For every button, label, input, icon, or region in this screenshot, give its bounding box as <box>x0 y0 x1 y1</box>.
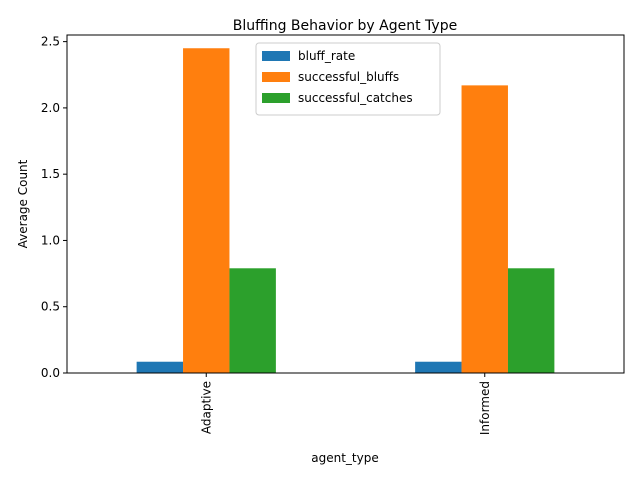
legend-swatch-successful_catches <box>262 93 290 103</box>
bar-bluff_rate-informed <box>415 361 462 373</box>
legend-swatch-successful_bluffs <box>262 72 290 82</box>
bars-layer <box>136 48 555 374</box>
legend-label-successful_catches: successful_catches <box>298 91 413 105</box>
chart-title: Bluffing Behavior by Agent Type <box>233 18 457 34</box>
y-tick-label: 0.5 <box>41 300 60 314</box>
plot-frame <box>66 34 625 374</box>
y-tick-label: 0.0 <box>41 366 60 380</box>
bar-successful_catches-adaptive <box>229 268 276 373</box>
legend: bluff_rate successful_bluffs successful_ca… <box>255 42 441 116</box>
x-tick-label: Adaptive <box>199 381 213 434</box>
legend-label-successful_bluffs: successful_bluffs <box>298 70 399 84</box>
x-axis: Adaptive Informed <box>199 373 492 435</box>
bar-successful_bluffs-informed <box>461 85 508 374</box>
legend-label-bluff_rate: bluff_rate <box>298 49 355 63</box>
y-tick-label: 1.5 <box>41 167 60 181</box>
legend-frame <box>255 42 441 116</box>
y-tick-label: 2.0 <box>41 101 60 115</box>
bar-bluff_rate-adaptive <box>136 361 184 373</box>
y-axis-label: Average Count <box>16 159 30 248</box>
bar-successful_bluffs-adaptive <box>183 48 230 373</box>
legend-swatch-bluff_rate <box>262 51 290 61</box>
x-axis-label: agent_type <box>311 451 378 465</box>
x-tick-label: Informed <box>478 381 492 435</box>
y-tick-label: 1.0 <box>41 233 60 247</box>
y-axis: 0.0 0.5 1.0 1.5 2.0 2.5 <box>41 35 67 380</box>
y-tick-label: 2.5 <box>41 35 60 49</box>
bar-successful_catches-informed <box>507 268 555 373</box>
